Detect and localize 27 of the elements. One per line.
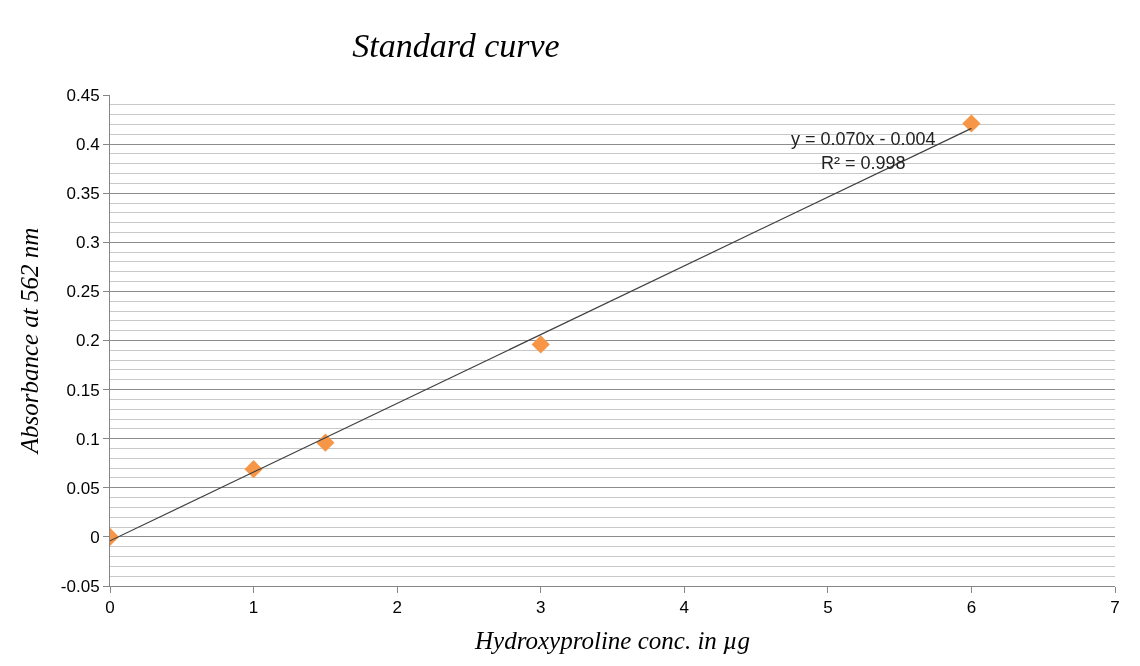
x-tick-label: 6	[966, 598, 977, 618]
y-tick-label: 0.15	[66, 380, 100, 400]
y-tick-label: 0.45	[66, 85, 100, 105]
y-tick-label: 0	[90, 527, 100, 547]
x-tick-label: 0	[105, 598, 115, 618]
y-tick-label: 0.25	[66, 282, 100, 302]
x-tick-label: 5	[823, 598, 833, 618]
y-axis-title: Absorbance at 562 nm	[15, 227, 43, 456]
y-tick-label: 0.35	[66, 184, 100, 204]
y-tick-label: 0.4	[75, 135, 100, 155]
x-tick-label: 3	[535, 598, 546, 618]
x-tick-label: 2	[392, 598, 402, 618]
x-axis-title: Hydroxyproline conc. in µg	[474, 627, 750, 655]
point	[962, 114, 981, 133]
x-tick-label: 4	[679, 598, 690, 618]
y-tick-label: -0.05	[60, 576, 100, 596]
y-tick-label: 0.2	[75, 331, 100, 351]
annotation: y = 0.070x - 0.004	[791, 129, 936, 149]
x-tick-label: 1	[248, 598, 259, 618]
y-tick-label: 0.05	[66, 478, 100, 498]
y-tick-label: 0.3	[75, 233, 100, 253]
point	[531, 335, 550, 354]
chart-title: Standard curve	[352, 27, 560, 65]
point	[316, 433, 335, 452]
y-tick-label: 0.1	[75, 429, 100, 449]
x-tick-label: 7	[1110, 598, 1120, 618]
annotation: R² = 0.998	[821, 153, 906, 173]
